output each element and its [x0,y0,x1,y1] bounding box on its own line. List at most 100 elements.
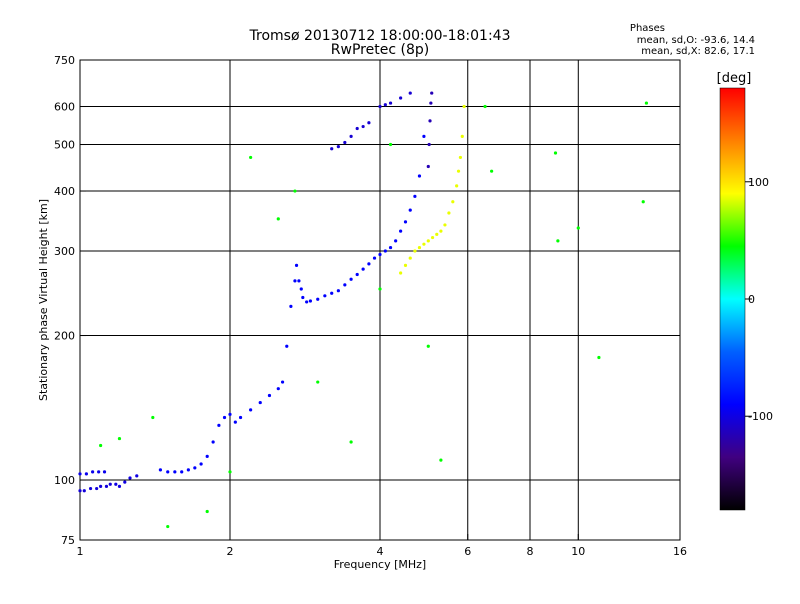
data-point [222,415,227,420]
data-point [399,96,403,100]
data-point [323,294,327,298]
data-point [455,184,459,188]
y-axis-label: Stationary phase Virtual Height [km] [37,199,50,401]
data-point [408,91,412,95]
data-point [217,423,221,427]
data-point [553,151,558,155]
data-point [99,484,103,488]
data-point [102,470,107,474]
data-point [435,232,439,236]
data-point [238,415,243,420]
data-point [267,393,272,398]
data-point [430,91,434,95]
data-point [451,200,455,204]
data-point [413,249,417,253]
x-tick-label: 4 [377,545,384,558]
data-point [439,229,443,233]
data-point [399,271,403,275]
data-point [180,470,184,474]
x-tick-label: 2 [227,545,234,558]
data-point [443,223,447,227]
data-point [78,472,82,476]
data-point [228,470,232,474]
data-point [367,262,371,266]
data-point [422,134,426,138]
data-point [349,440,353,444]
data-point [408,256,412,260]
data-point [483,104,487,109]
phase-stats-x: mean, sd,X: 82.6, 17.1 [641,46,755,57]
data-point [99,443,103,448]
data-point [349,277,353,281]
data-point [84,472,88,476]
data-point [305,300,309,304]
data-point [417,245,422,250]
data-point [330,291,334,295]
data-point [193,466,197,470]
x-axis-label: Frequency [MHz] [334,558,426,571]
data-point [367,121,371,125]
grid-lines [80,60,680,540]
data-point [316,297,320,301]
data-point [355,126,359,131]
data-point [82,489,86,493]
x-tick-label: 10 [571,545,585,558]
data-point [249,408,253,412]
colorbar-ticks: 100 0 -100 [745,176,773,423]
data-point [426,239,430,243]
data-point [413,194,417,198]
data-point [205,509,209,514]
data-point [97,470,101,474]
data-point [123,480,127,484]
data-point [173,470,177,474]
data-point [289,304,293,309]
data-point [372,256,377,260]
data-point [462,104,466,109]
data-point [383,249,387,253]
y-tick-label: 100 [54,474,75,487]
data-point [151,415,155,420]
data-point [308,299,313,303]
data-point [403,220,408,224]
data-point [294,263,299,267]
data-point [399,229,403,233]
data-point [104,484,109,488]
data-point [456,169,461,173]
y-tick-label: 200 [54,330,75,343]
data-point [426,164,430,169]
data-point [233,420,237,424]
phase-stats-o: mean, sd,O: -93.6, 14.4 [637,35,755,46]
data-point [355,272,359,277]
data-point [403,263,408,267]
data-point [211,440,215,444]
data-point [280,380,285,384]
data-point [426,344,430,348]
data-point [430,235,435,240]
data-point [186,468,190,472]
data-point [388,142,393,147]
data-point [388,245,393,250]
data-point [78,489,82,493]
data-point [458,155,463,160]
colorbar [719,87,746,511]
data-point [644,101,649,105]
y-tick-label: 400 [54,185,75,198]
data-point [276,217,280,221]
data-point [388,101,393,105]
y-tick-label: 75 [61,534,75,547]
data-point [378,252,382,257]
data-point [597,355,601,360]
data-point [429,101,433,105]
data-point [316,380,320,384]
y-tick-label: 750 [54,54,75,67]
data-point [336,289,340,293]
data-point [361,124,365,129]
data-point [490,169,494,173]
data-point [428,119,432,123]
y-tick-label: 600 [54,101,75,114]
data-point [343,140,347,145]
data-point [439,458,443,462]
data-point [297,279,301,283]
data-points [78,91,649,529]
data-point [330,147,334,151]
